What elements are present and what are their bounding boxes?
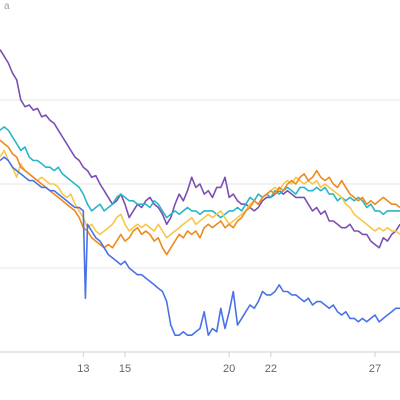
x-tick-label-15: 15: [119, 363, 131, 375]
series-line-3: [0, 139, 400, 256]
series-line-0: [0, 49, 400, 249]
series-lines: [0, 49, 400, 336]
x-tick-label-22: 22: [265, 363, 277, 375]
x-tick-label-13: 13: [77, 363, 89, 375]
legend-label: a: [4, 1, 10, 12]
series-line-2: [0, 149, 400, 239]
x-tick-label-20: 20: [223, 363, 235, 375]
series-line-4: [0, 156, 400, 336]
series-line-1: [0, 126, 400, 219]
x-axis-ticks: 13 15 20 22 27: [77, 352, 381, 375]
x-tick-label-27: 27: [369, 363, 381, 375]
